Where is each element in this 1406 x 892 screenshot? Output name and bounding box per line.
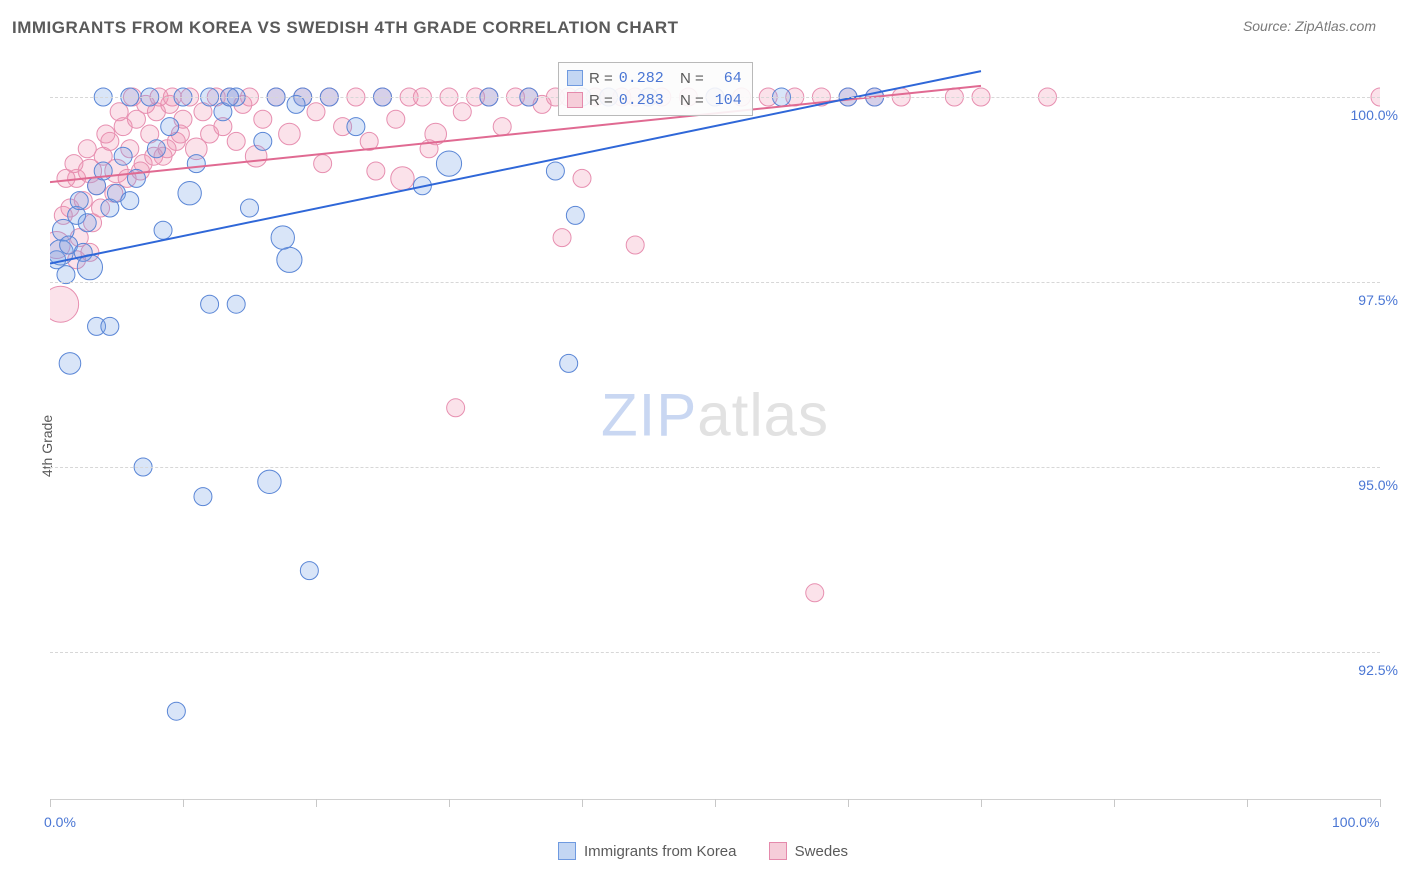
data-point: [307, 103, 325, 121]
data-point: [347, 118, 365, 136]
stats-swatch-a: [567, 70, 583, 86]
data-point: [70, 192, 88, 210]
x-tick: [848, 799, 849, 807]
data-point: [187, 155, 205, 173]
legend: Immigrants from Korea Swedes: [0, 842, 1406, 864]
stats-box: R = 0.282 N = 64 R = 0.283 N = 104: [558, 62, 753, 116]
stats-row-b: R = 0.283 N = 104: [567, 89, 742, 111]
source-attribution: Source: ZipAtlas.com: [1243, 18, 1376, 34]
stats-row-a: R = 0.282 N = 64: [567, 67, 742, 89]
data-point: [314, 155, 332, 173]
gridline: [50, 467, 1380, 468]
data-point: [553, 229, 571, 247]
data-point: [147, 140, 165, 158]
x-tick: [183, 799, 184, 807]
data-point: [277, 247, 302, 272]
data-point: [59, 353, 81, 375]
data-point: [178, 182, 201, 205]
stats-n-label-b: N =: [680, 92, 704, 109]
legend-swatch-b: [769, 842, 787, 860]
legend-swatch-a: [558, 842, 576, 860]
data-point: [560, 354, 578, 372]
data-point: [806, 584, 824, 602]
data-point: [573, 169, 591, 187]
data-point: [161, 118, 179, 136]
x-tick-label: 100.0%: [1332, 814, 1379, 830]
plot-area: ZIPatlas: [50, 60, 1380, 800]
x-tick: [316, 799, 317, 807]
data-point: [57, 266, 75, 284]
x-tick: [582, 799, 583, 807]
y-tick-label: 100.0%: [1351, 107, 1398, 123]
chart-svg: [50, 60, 1380, 800]
x-tick-label: 0.0%: [44, 814, 76, 830]
data-point: [271, 226, 294, 249]
data-point: [391, 167, 414, 190]
gridline: [50, 652, 1380, 653]
legend-label-b: Swedes: [795, 843, 848, 860]
x-tick: [449, 799, 450, 807]
data-point: [121, 192, 139, 210]
data-point: [97, 125, 115, 143]
data-point: [241, 199, 259, 217]
data-point: [201, 295, 219, 313]
legend-item-b: Swedes: [769, 842, 848, 860]
data-point: [254, 132, 272, 150]
data-point: [50, 286, 79, 322]
data-point: [493, 118, 511, 136]
x-tick: [1247, 799, 1248, 807]
data-point: [287, 95, 305, 113]
data-point: [258, 470, 281, 493]
data-point: [566, 206, 584, 224]
x-tick: [715, 799, 716, 807]
data-point: [65, 155, 83, 173]
data-point: [254, 110, 272, 128]
data-point: [227, 132, 245, 150]
data-point: [154, 221, 172, 239]
legend-label-a: Immigrants from Korea: [584, 843, 737, 860]
x-tick: [981, 799, 982, 807]
data-point: [546, 162, 564, 180]
stats-r-label-a: R =: [589, 70, 613, 87]
y-tick-label: 97.5%: [1358, 292, 1398, 308]
data-point: [78, 140, 96, 158]
stats-r-value-a: 0.282: [619, 70, 664, 87]
data-point: [194, 488, 212, 506]
stats-n-value-a: 64: [710, 70, 742, 87]
data-point: [436, 151, 461, 176]
y-tick-label: 92.5%: [1358, 662, 1398, 678]
x-tick: [1380, 799, 1381, 807]
data-point: [367, 162, 385, 180]
data-point: [387, 110, 405, 128]
data-point: [626, 236, 644, 254]
x-tick: [1114, 799, 1115, 807]
data-point: [78, 214, 96, 232]
data-point: [447, 399, 465, 417]
stats-n-label-a: N =: [680, 70, 704, 87]
x-tick: [50, 799, 51, 807]
data-point: [300, 562, 318, 580]
data-point: [227, 295, 245, 313]
stats-r-label-b: R =: [589, 92, 613, 109]
data-point: [101, 317, 119, 335]
stats-r-value-b: 0.283: [619, 92, 664, 109]
y-tick-label: 95.0%: [1358, 477, 1398, 493]
gridline: [50, 282, 1380, 283]
data-point: [453, 103, 471, 121]
chart-title: IMMIGRANTS FROM KOREA VS SWEDISH 4TH GRA…: [12, 18, 679, 37]
legend-item-a: Immigrants from Korea: [558, 842, 737, 860]
data-point: [110, 103, 128, 121]
data-point: [114, 147, 132, 165]
data-point: [167, 702, 185, 720]
stats-n-value-b: 104: [710, 92, 742, 109]
data-point: [279, 123, 301, 145]
data-point: [77, 255, 102, 280]
stats-swatch-b: [567, 92, 583, 108]
